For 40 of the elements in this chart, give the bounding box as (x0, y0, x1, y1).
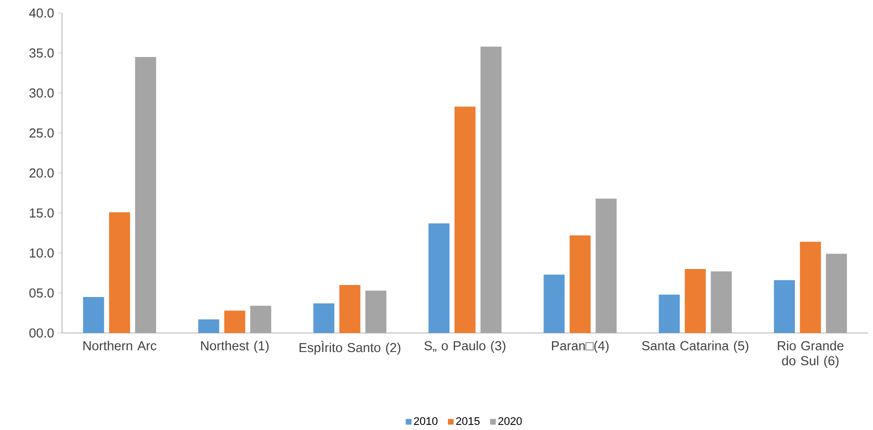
y-tick-label: 10.0 (30, 248, 54, 258)
x-tick-label: Rio Grande do Sul (6) (778, 340, 844, 368)
bar (198, 319, 220, 333)
bar (570, 235, 591, 333)
legend-label: 2010 (414, 417, 438, 425)
bar (135, 56, 156, 333)
y-tick-label: 25.0 (30, 128, 54, 138)
y-tick-label: 35.0 (29, 48, 54, 58)
y-tick-label: 05.0 (29, 288, 54, 298)
bar (313, 303, 334, 333)
bar (83, 296, 104, 333)
x-tick-label: S„ o Paulo (3) (424, 340, 506, 353)
y-tick-label: 00.0 (29, 328, 54, 338)
bar (365, 290, 386, 333)
y-tick-label: 15.0 (30, 208, 54, 218)
bar (544, 274, 565, 333)
x-tick-label: Paran□(4) (552, 340, 609, 353)
bar (454, 106, 476, 333)
legend-label: 2020 (498, 417, 522, 425)
bar (596, 198, 617, 333)
bar (826, 254, 847, 333)
x-tick-label: EspÌrito Santo (2) (300, 340, 400, 355)
bar (684, 268, 706, 333)
bar (800, 242, 821, 333)
y-tick-label: 30.0 (29, 88, 54, 98)
bar (428, 223, 450, 333)
bar (480, 46, 502, 333)
bar (109, 212, 130, 333)
bar (250, 306, 272, 333)
y-tick-label: 40.0 (29, 8, 54, 18)
bar (339, 284, 360, 333)
bar (774, 280, 795, 333)
bar (658, 294, 680, 333)
y-tick-label: 20.0 (30, 168, 54, 178)
bar (224, 310, 246, 333)
legend-label: 2015 (456, 417, 480, 425)
x-tick-label: Northest (1) (201, 340, 269, 353)
x-tick-label: Santa Catarina (5) (642, 340, 748, 353)
bar (710, 271, 732, 333)
x-tick-label: Northern Arc (83, 340, 156, 350)
